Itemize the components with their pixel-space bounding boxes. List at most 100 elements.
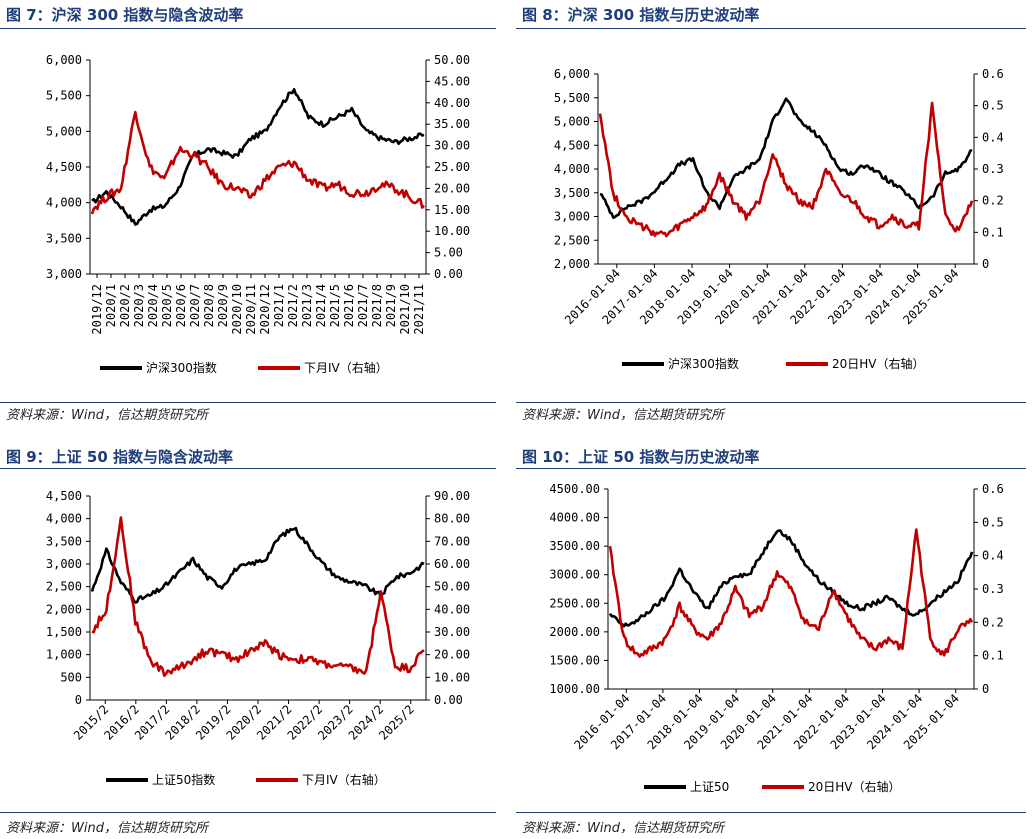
fig8-right-tick-label: 0.5: [982, 99, 1004, 113]
fig9-left-tick-label: 1,000: [46, 648, 82, 662]
fig7-left-tick-label: 5,500: [46, 89, 82, 103]
fig9-legend: 上证50指数 下月IV（右轴）: [106, 772, 386, 787]
fig7-series-index-line: [91, 87, 425, 226]
fig7-axes: 3,000 3,500 4,000 4,500 5,000 5,500 6,000 0.00 5…: [46, 53, 470, 335]
fig9-left-tick-label: 4,000: [46, 512, 82, 526]
fig8-left-tick-label: 3,000: [554, 210, 590, 224]
fig9-left-tick-label: 3,500: [46, 534, 82, 548]
fig10-left-tick-label: 3500.00: [549, 539, 600, 553]
fig10-series-volatility-line: [608, 528, 974, 658]
fig9-right-tick-label: 50.00: [434, 580, 470, 594]
fig7-x-tick-label: 2021/2: [286, 284, 300, 327]
fig7-left-tick-label: 3,000: [46, 267, 82, 281]
fig8-right-tick-label: 0.6: [982, 67, 1004, 81]
fig10-right-tick-label: 0.6: [982, 482, 1004, 496]
fig7-left-tick-label: 3,500: [46, 231, 82, 245]
fig7-left-tick-label: 4,500: [46, 160, 82, 174]
fig7-x-tick-label: 2021/5: [328, 284, 342, 327]
fig7-legend-label-index: 沪深300指数: [146, 360, 217, 375]
fig7-x-tick-label: 2021/7: [356, 284, 370, 327]
figure-9-chart: 0 500 1,000 1,500 2,000 2,500 3,000 3,500 4,000 4…: [46, 489, 470, 787]
fig9-left-tick-label: 1,500: [46, 625, 82, 639]
figure-10-source: 资料来源：Wind，信达期货研究所: [522, 821, 724, 836]
fig10-series-index-line: [608, 529, 974, 628]
figure-9-panel: 图 9：上证 50 指数与隐含波动率 0 500 1,000 1,500 2,000 2,…: [0, 420, 516, 839]
fig8-series-volatility-line: [598, 101, 974, 238]
fig9-series-volatility-line: [91, 516, 425, 677]
fig10-left-tick-label: 4000.00: [549, 511, 600, 525]
fig10-right-tick-label: 0.3: [982, 582, 1004, 596]
fig7-right-tick-label: 45.00: [434, 74, 470, 88]
fig7-right-tick-label: 5.00: [434, 246, 463, 260]
fig7-x-tick-label: 2019/12: [90, 284, 104, 335]
figure-7-title: 图 7：沪深 300 指数与隐含波动率: [6, 6, 244, 24]
fig7-right-tick-label: 35.00: [434, 117, 470, 131]
fig7-x-tick-label: 2020/4: [146, 284, 160, 327]
figure-9-source: 资料来源：Wind，信达期货研究所: [6, 821, 208, 836]
fig7-right-tick-label: 0.00: [434, 267, 463, 281]
fig7-x-tick-label: 2020/8: [202, 284, 216, 327]
fig9-right-tick-label: 10.00: [434, 670, 470, 684]
fig7-right-tick-label: 40.00: [434, 96, 470, 110]
fig9-left-tick-label: 3,000: [46, 557, 82, 571]
fig10-left-tick-label: 4500.00: [549, 482, 600, 496]
fig7-x-tick-label: 2020/5: [160, 284, 174, 327]
fig7-right-tick-label: 10.00: [434, 224, 470, 238]
fig7-x-tick-label: 2021/9: [384, 284, 398, 327]
fig9-left-tick-label: 2,500: [46, 580, 82, 594]
fig8-left-tick-label: 4,000: [554, 162, 590, 176]
fig7-x-tick-label: 2021/8: [370, 284, 384, 327]
fig9-right-tick-label: 60.00: [434, 557, 470, 571]
fig8-legend-label-volatility: 20日HV（右轴）: [832, 356, 925, 371]
fig7-x-tick-label: 2020/3: [132, 284, 146, 327]
fig7-x-tick-label: 2020/7: [188, 284, 202, 327]
fig7-left-tick-label: 6,000: [46, 53, 82, 67]
figure-10-panel: 图 10：上证 50 指数与历史波动率 1000.00 1500.00 2000.0…: [516, 420, 1032, 839]
figure-10-bottom-rule: [516, 812, 1026, 813]
fig7-x-tick-label: 2021/11: [412, 284, 426, 335]
fig7-x-tick-label: 2020/12: [258, 284, 272, 335]
fig8-left-tick-label: 2,000: [554, 257, 590, 271]
fig7-legend: 沪深300指数 下月IV（右轴）: [100, 360, 388, 375]
figure-8-chart: 2,000 2,500 3,000 3,500 4,000 4,500 5,000 5,500…: [554, 67, 1004, 371]
fig7-right-tick-label: 50.00: [434, 53, 470, 67]
fig7-x-tick-label: 2020/11: [244, 284, 258, 335]
fig7-x-tick-label: 2020/2: [118, 284, 132, 327]
fig7-x-tick-label: 2021/10: [398, 284, 412, 335]
fig7-left-tick-label: 5,000: [46, 124, 82, 138]
fig9-right-tick-label: 0.00: [434, 693, 463, 707]
fig9-right-tick-label: 20.00: [434, 648, 470, 662]
fig8-axes: 2,000 2,500 3,000 3,500 4,000 4,500 5,000 5,500…: [554, 67, 1004, 327]
fig8-series-index-line: [599, 97, 973, 219]
fig9-right-tick-label: 70.00: [434, 534, 470, 548]
fig9-right-tick-label: 90.00: [434, 489, 470, 503]
figure-8-source: 资料来源：Wind，信达期货研究所: [522, 408, 724, 423]
fig10-right-tick-label: 0.4: [982, 549, 1004, 563]
figure-8-top-rule: [516, 28, 1026, 29]
fig8-right-tick-label: 0.2: [982, 194, 1004, 208]
fig10-left-tick-label: 1500.00: [549, 653, 600, 667]
fig10-left-tick-label: 2500.00: [549, 596, 600, 610]
fig9-legend-label-volatility: 下月IV（右轴）: [302, 772, 386, 787]
fig10-left-tick-label: 3000.00: [549, 568, 600, 582]
fig7-left-tick-label: 4,000: [46, 196, 82, 210]
fig8-right-tick-label: 0: [982, 257, 989, 271]
figure-8-title: 图 8：沪深 300 指数与历史波动率: [522, 6, 760, 24]
fig7-right-tick-label: 25.00: [434, 160, 470, 174]
fig8-right-tick-label: 0.4: [982, 130, 1004, 144]
figure-9-top-rule: [0, 468, 496, 469]
fig10-left-tick-label: 1000.00: [549, 682, 600, 696]
fig10-right-tick-label: 0.1: [982, 649, 1004, 663]
figure-7-panel: 图 7：沪深 300 指数与隐含波动率 3,000 3,500 4,000 4,500…: [0, 0, 516, 423]
figure-9-title: 图 9：上证 50 指数与隐含波动率: [6, 448, 233, 466]
figure-8-panel: 图 8：沪深 300 指数与历史波动率 2,000 2,500 3,000 3,500…: [516, 0, 1032, 423]
fig9-legend-label-index: 上证50指数: [152, 772, 215, 787]
fig10-legend: 上证50 20日HV（右轴）: [644, 779, 901, 794]
fig7-right-tick-label: 15.00: [434, 203, 470, 217]
figure-9-bottom-rule: [0, 812, 496, 813]
figure-7-bottom-rule: [0, 402, 496, 403]
fig8-left-tick-label: 2,500: [554, 233, 590, 247]
fig8-legend: 沪深300指数 20日HV（右轴）: [622, 356, 925, 371]
fig7-x-tick-label: 2020/9: [216, 284, 230, 327]
figure-10-chart: 1000.00 1500.00 2000.00 2500.00 3000.00 3500.…: [549, 482, 1004, 794]
